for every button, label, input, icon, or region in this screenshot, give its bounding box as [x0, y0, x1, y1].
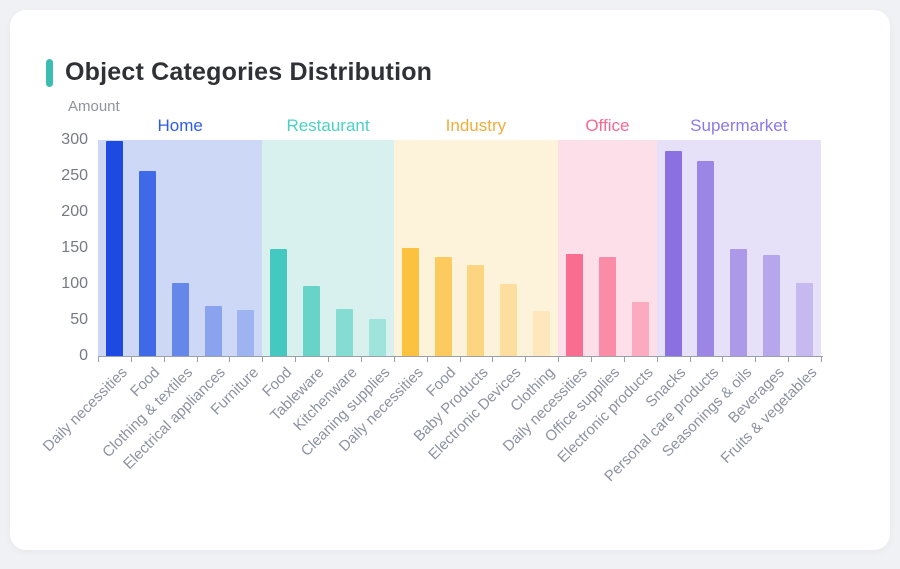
x-axis-tick — [656, 357, 658, 362]
y-axis-tick-label: 250 — [61, 167, 88, 184]
bar[interactable] — [368, 319, 386, 356]
x-axis-tick — [590, 357, 592, 362]
bar[interactable] — [598, 256, 616, 356]
bar[interactable] — [730, 249, 748, 356]
bar[interactable] — [664, 150, 682, 356]
x-axis-tick — [722, 357, 724, 362]
x-axis-tick — [262, 357, 264, 362]
x-axis-tick — [755, 357, 757, 362]
bar[interactable] — [303, 286, 321, 356]
x-axis-tick — [130, 357, 132, 362]
chart-title: Object Categories Distribution — [65, 58, 433, 86]
x-axis-tick — [788, 357, 790, 362]
x-axis-tick — [426, 357, 428, 362]
bar[interactable] — [434, 256, 452, 356]
bar[interactable] — [697, 160, 715, 356]
chart-card: Object Categories Distribution Amount 0 5… — [10, 10, 890, 550]
x-axis-tick — [393, 357, 395, 362]
bar[interactable] — [270, 249, 288, 356]
x-axis-line — [98, 356, 823, 357]
x-axis-tick — [525, 357, 527, 362]
bar[interactable] — [796, 283, 814, 356]
x-axis-tick — [295, 357, 297, 362]
bar[interactable] — [467, 265, 485, 356]
x-axis-tick — [623, 357, 625, 362]
group-label: Supermarket — [690, 116, 788, 135]
x-axis-tick — [821, 357, 822, 362]
bar-chart: 0 50 100 150 200 250 300 Home Daily necessities F… — [10, 10, 900, 569]
bar[interactable] — [763, 255, 781, 356]
bar[interactable] — [204, 306, 222, 356]
bar[interactable] — [401, 248, 419, 356]
bar[interactable] — [105, 141, 123, 356]
bar[interactable] — [171, 282, 189, 356]
bar[interactable] — [566, 253, 584, 356]
y-axis-tick-label: 100 — [61, 275, 88, 292]
x-axis-tick — [196, 357, 198, 362]
group-label: Industry — [445, 116, 507, 135]
bar[interactable] — [237, 309, 255, 356]
chart-header: Object Categories Distribution — [46, 58, 432, 87]
title-accent-bar — [46, 58, 53, 87]
group-label: Restaurant — [286, 116, 370, 135]
y-axis-name: Amount — [68, 98, 120, 115]
x-axis-tick — [689, 357, 691, 362]
bar[interactable] — [138, 170, 156, 356]
group-label: Office — [585, 116, 630, 135]
x-axis-tick — [459, 357, 461, 362]
y-axis-tick-label: 150 — [61, 239, 88, 256]
x-axis-tick — [360, 357, 362, 362]
y-axis-tick-label: 0 — [79, 347, 88, 364]
bar[interactable] — [500, 284, 518, 356]
bar[interactable] — [631, 302, 649, 356]
group-label: Home — [157, 116, 203, 135]
y-axis-tick-label: 200 — [61, 203, 88, 220]
x-axis-tick — [229, 357, 231, 362]
bar[interactable] — [533, 310, 551, 356]
x-axis-tick — [98, 357, 99, 362]
x-axis-tick — [492, 357, 494, 362]
x-axis-tick — [558, 357, 560, 362]
bar[interactable] — [335, 309, 353, 356]
x-axis-tick — [328, 357, 330, 362]
y-axis-tick-label: 300 — [61, 131, 88, 148]
x-axis-tick — [163, 357, 165, 362]
y-axis-tick-label: 50 — [70, 311, 88, 328]
